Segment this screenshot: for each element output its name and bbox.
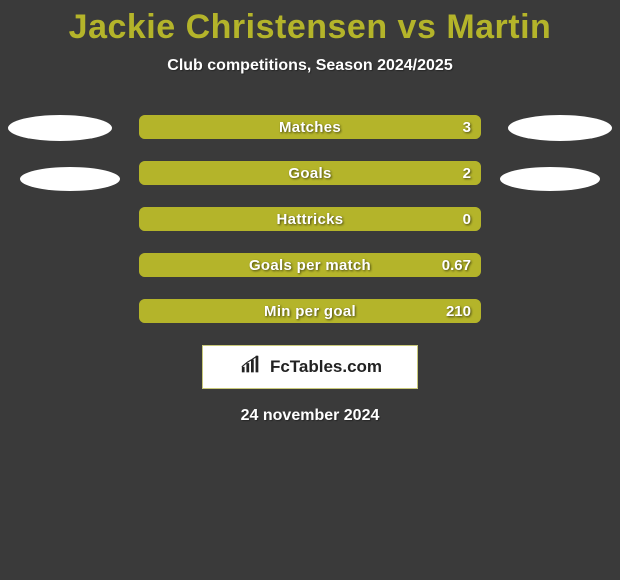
page-title: Jackie Christensen vs Martin [0,0,620,47]
stat-bar-label: Min per goal [139,299,481,323]
stat-bar-value: 3 [463,115,471,139]
stat-bar-label: Hattricks [139,207,481,231]
stat-bar-value: 210 [446,299,471,323]
stat-bars: Matches3Goals2Hattricks0Goals per match0… [139,115,481,323]
player-photo-placeholder-left-1 [8,115,112,141]
brand-badge: FcTables.com [202,345,418,389]
player-photo-placeholder-right-1 [508,115,612,141]
bar-chart-icon [238,354,264,381]
stat-bar-value: 0.67 [442,253,471,277]
stat-bar: Goals per match0.67 [139,253,481,277]
stats-zone: Matches3Goals2Hattricks0Goals per match0… [0,115,620,323]
stat-bar-value: 0 [463,207,471,231]
stat-bar: Goals2 [139,161,481,185]
stat-bar: Min per goal210 [139,299,481,323]
player-photo-placeholder-left-2 [20,167,120,191]
page-subtitle: Club competitions, Season 2024/2025 [0,57,620,75]
date-text: 24 november 2024 [0,407,620,425]
stat-bar-value: 2 [463,161,471,185]
stat-bar-label: Goals [139,161,481,185]
brand-text: FcTables.com [270,357,382,377]
comparison-card: Jackie Christensen vs Martin Club compet… [0,0,620,580]
stat-bar: Matches3 [139,115,481,139]
stat-bar-label: Goals per match [139,253,481,277]
stat-bar-label: Matches [139,115,481,139]
player-photo-placeholder-right-2 [500,167,600,191]
stat-bar: Hattricks0 [139,207,481,231]
